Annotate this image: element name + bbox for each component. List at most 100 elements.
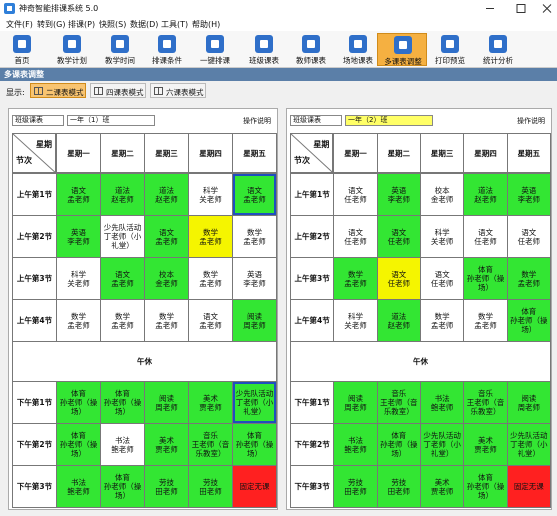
toolbar-button[interactable]: 多课表调整 xyxy=(377,33,427,66)
lesson-cell[interactable]: 音乐 王老师（音乐教室） xyxy=(463,381,508,424)
window-controls[interactable] xyxy=(480,0,557,17)
lesson-cell[interactable]: 数学 孟老师 xyxy=(232,215,277,258)
toolbar-button[interactable]: 打印预览 xyxy=(430,33,470,66)
toolbar-button[interactable]: 教学计划 xyxy=(50,33,94,66)
lesson-cell[interactable]: 少先队活动 丁老师（小礼堂） xyxy=(420,423,465,466)
lesson-cell[interactable]: 阅读 周老师 xyxy=(232,299,277,342)
lesson-cell[interactable]: 语文 孟老师 xyxy=(100,257,145,300)
lesson-cell[interactable]: 道法 赵老师 xyxy=(144,173,189,216)
lesson-cell[interactable]: 美术 贾老师 xyxy=(420,465,465,508)
class-select[interactable]: 一年（1）班 xyxy=(67,115,155,126)
lesson-cell[interactable]: 语文 任老师 xyxy=(463,215,508,258)
lesson-cell[interactable]: 数学 孟老师 xyxy=(333,257,378,300)
lesson-cell[interactable]: 道法 赵老师 xyxy=(376,299,421,342)
menu-item[interactable]: 排课(P) xyxy=(68,20,96,29)
lesson-cell[interactable]: 科学 关老师 xyxy=(420,215,465,258)
lesson-cell[interactable]: 书法 鲍老师 xyxy=(56,465,101,508)
lesson-cell[interactable]: 体育 孙老师（操场） xyxy=(463,257,508,300)
lesson-cell[interactable]: 校本 金老师 xyxy=(420,173,465,216)
lesson-cell[interactable]: 美术 贾老师 xyxy=(188,381,233,424)
lesson-cell[interactable]: 少先队活动 丁老师（小礼堂） xyxy=(232,381,277,424)
lesson-cell[interactable]: 语文 任老师 xyxy=(333,215,378,258)
lesson-cell[interactable]: 英语 李老师 xyxy=(56,215,101,258)
lesson-cell[interactable]: 数学 孟老师 xyxy=(420,299,465,342)
lesson-cell[interactable]: 劳技 田老师 xyxy=(333,465,378,508)
menu-item[interactable]: 快照(S) xyxy=(99,20,127,29)
lesson-cell[interactable]: 科学 关老师 xyxy=(188,173,233,216)
lesson-cell[interactable]: 语文 孟老师 xyxy=(232,173,277,216)
lesson-cell[interactable]: 语文 孟老师 xyxy=(56,173,101,216)
lesson-cell[interactable]: 阅读 周老师 xyxy=(333,381,378,424)
lesson-cell[interactable]: 书法 鲍老师 xyxy=(420,381,465,424)
lesson-cell[interactable]: 固定无课 xyxy=(506,465,551,508)
lesson-cell[interactable]: 英语 李老师 xyxy=(232,257,277,300)
lesson-line: 阅读 xyxy=(159,393,174,403)
toolbar-button[interactable]: 教学时间 xyxy=(98,33,142,66)
lesson-cell[interactable]: 体育 孙老师（操场） xyxy=(506,299,551,342)
toolbar-button[interactable]: 排课条件 xyxy=(145,33,189,66)
lesson-cell[interactable]: 英语 李老师 xyxy=(376,173,421,216)
lesson-cell[interactable]: 道法 赵老师 xyxy=(463,173,508,216)
lesson-cell[interactable]: 体育 孙老师（操场） xyxy=(56,423,101,466)
lesson-cell[interactable]: 数学 孟老师 xyxy=(188,215,233,258)
lesson-cell[interactable]: 校本 金老师 xyxy=(144,257,189,300)
toolbar-button[interactable]: 首页 xyxy=(4,33,40,66)
lesson-cell[interactable]: 音乐 王老师（音乐教室） xyxy=(188,423,233,466)
class-select[interactable]: 一年（2）班 xyxy=(345,115,433,126)
lesson-cell[interactable]: 数学 孟老师 xyxy=(100,299,145,342)
menu-item[interactable]: 转到(G) xyxy=(37,20,66,29)
lesson-cell[interactable]: 体育 孙老师（操场） xyxy=(376,423,421,466)
lesson-cell[interactable]: 语文 任老师 xyxy=(420,257,465,300)
lesson-cell[interactable]: 少先队活动 丁老师（小礼堂） xyxy=(506,423,551,466)
lesson-cell[interactable]: 语文 孟老师 xyxy=(144,215,189,258)
lesson-cell[interactable]: 科学 关老师 xyxy=(333,299,378,342)
type-select[interactable]: 班级课表 xyxy=(12,115,64,126)
help-link[interactable]: 操作说明 xyxy=(517,117,545,125)
lesson-cell[interactable]: 体育 孙老师（操场） xyxy=(100,381,145,424)
lesson-cell[interactable]: 固定无课 xyxy=(232,465,277,508)
lesson-cell[interactable]: 阅读 周老师 xyxy=(506,381,551,424)
lesson-cell[interactable]: 道法 赵老师 xyxy=(100,173,145,216)
mode-button[interactable]: 二课表模式 xyxy=(30,83,86,98)
lesson-cell[interactable]: 语文 任老师 xyxy=(333,173,378,216)
type-select[interactable]: 班级课表 xyxy=(290,115,342,126)
lesson-cell[interactable]: 数学 孟老师 xyxy=(144,299,189,342)
lesson-cell[interactable]: 书法 鲍老师 xyxy=(333,423,378,466)
lesson-cell[interactable]: 体育 孙老师（操场） xyxy=(232,423,277,466)
lesson-cell[interactable]: 劳技 田老师 xyxy=(376,465,421,508)
lesson-cell[interactable]: 书法 鲍老师 xyxy=(100,423,145,466)
lesson-cell[interactable]: 科学 关老师 xyxy=(56,257,101,300)
lesson-cell[interactable]: 体育 孙老师（操场） xyxy=(100,465,145,508)
lesson-cell[interactable]: 美术 贾老师 xyxy=(463,423,508,466)
lesson-cell[interactable]: 数学 孟老师 xyxy=(56,299,101,342)
mode-button[interactable]: 四课表模式 xyxy=(90,83,146,98)
lesson-cell[interactable]: 劳技 田老师 xyxy=(144,465,189,508)
lesson-cell[interactable]: 英语 李老师 xyxy=(506,173,551,216)
lesson-cell[interactable]: 体育 孙老师（操场） xyxy=(56,381,101,424)
menu-item[interactable]: 工具(T) xyxy=(161,20,189,29)
lesson-cell[interactable]: 数学 孟老师 xyxy=(506,257,551,300)
toolbar-button[interactable]: 班级课表 xyxy=(244,33,284,66)
lesson-cell[interactable]: 语文 任老师 xyxy=(376,215,421,258)
toolbar-button[interactable]: 场地课表 xyxy=(338,33,378,66)
lesson-cell[interactable]: 少先队活动 丁老师（小礼堂） xyxy=(100,215,145,258)
lesson-cell[interactable]: 美术 贾老师 xyxy=(144,423,189,466)
lesson-cell[interactable]: 劳技 田老师 xyxy=(188,465,233,508)
lesson-cell[interactable]: 体育 孙老师（操场） xyxy=(463,465,508,508)
lesson-cell[interactable]: 语文 任老师 xyxy=(506,215,551,258)
menu-item[interactable]: 帮助(H) xyxy=(192,20,221,29)
lesson-cell[interactable]: 语文 孟老师 xyxy=(188,299,233,342)
lesson-cell[interactable]: 语文 任老师 xyxy=(376,257,421,300)
toolbar-button[interactable]: 教师课表 xyxy=(291,33,331,66)
toolbar-button[interactable]: 一键排课 xyxy=(193,33,237,66)
toolbar-icon xyxy=(441,35,459,53)
lesson-cell[interactable]: 音乐 王老师（音乐教室） xyxy=(376,381,421,424)
help-link[interactable]: 操作说明 xyxy=(243,117,271,125)
lesson-cell[interactable]: 阅读 周老师 xyxy=(144,381,189,424)
menu-item[interactable]: 文件(F) xyxy=(6,20,33,29)
mode-button[interactable]: 六课表模式 xyxy=(150,83,206,98)
toolbar-button[interactable]: 统计分析 xyxy=(478,33,518,66)
lesson-cell[interactable]: 数学 孟老师 xyxy=(188,257,233,300)
menu-item[interactable]: 数据(D) xyxy=(130,20,159,29)
lesson-cell[interactable]: 数学 孟老师 xyxy=(463,299,508,342)
